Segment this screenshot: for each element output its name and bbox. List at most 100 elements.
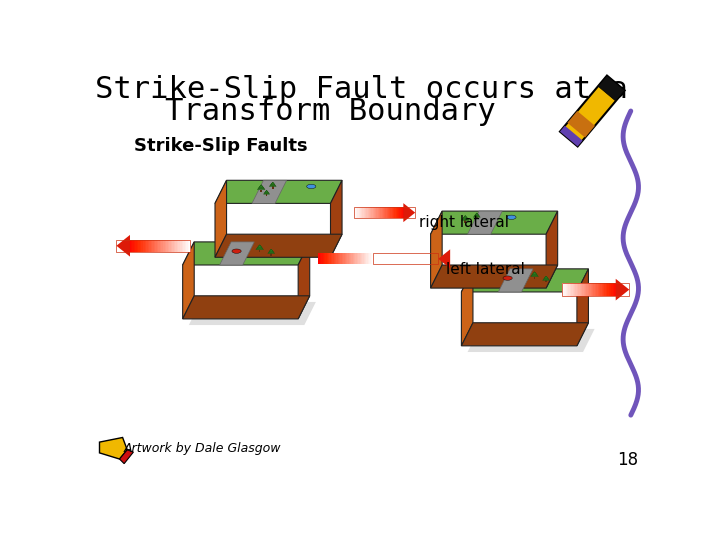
Polygon shape [531,272,537,275]
Bar [380,207,382,218]
Bar [605,284,606,296]
Bar [130,240,132,252]
Polygon shape [544,276,549,279]
Polygon shape [403,203,415,222]
Bar [330,253,332,264]
Bar [324,253,325,264]
Text: Strike-Slip Faults: Strike-Slip Faults [134,137,307,154]
Bar [361,253,362,264]
Bar [603,284,605,296]
Bar [335,253,336,264]
Polygon shape [616,279,629,300]
Bar [184,240,186,252]
Polygon shape [474,213,480,216]
Bar [369,207,371,218]
Polygon shape [462,215,469,220]
Bar [186,240,188,252]
Bar [370,207,372,218]
Bar [534,276,535,279]
Polygon shape [330,180,342,257]
Bar [365,207,366,218]
Bar [178,240,180,252]
Bar [347,253,348,264]
Polygon shape [467,211,503,234]
Bar [384,207,386,218]
Bar [383,207,384,218]
Polygon shape [269,249,274,252]
Bar [167,240,169,252]
Bar [149,240,150,252]
Bar [593,284,595,296]
Bar [388,207,390,218]
Bar [545,280,547,282]
Bar [141,240,143,252]
Text: Artwork by Dale Glasgow: Artwork by Dale Glasgow [124,442,282,455]
Bar [164,240,166,252]
Polygon shape [268,249,274,253]
Bar [359,253,361,264]
Bar [174,240,176,252]
Bar [150,240,152,252]
Bar [596,284,598,296]
Bar [395,207,396,218]
Bar [155,240,157,252]
Bar [187,240,189,252]
Bar [397,207,398,218]
Polygon shape [546,211,558,288]
Bar [385,207,387,218]
Bar [355,207,356,218]
Bar [357,207,359,218]
Bar [390,207,392,218]
Text: Strike-Slip Fault occurs at a: Strike-Slip Fault occurs at a [95,75,628,104]
Polygon shape [473,213,480,217]
Bar [259,249,261,252]
Text: 18: 18 [617,451,639,469]
Text: right lateral: right lateral [419,215,509,230]
Bar [352,253,354,264]
Polygon shape [463,215,467,218]
Ellipse shape [307,184,316,188]
Bar [129,240,131,252]
Polygon shape [215,180,227,257]
Bar [599,284,600,296]
Bar [333,253,335,264]
Bar [395,207,397,218]
Bar [390,207,391,218]
Bar [261,190,262,192]
Bar [379,207,381,218]
Bar [153,240,156,252]
Bar [350,253,351,264]
Bar [578,284,580,296]
Bar [574,284,576,296]
Bar [367,253,369,264]
Bar [321,253,323,264]
Bar [607,284,609,296]
Bar [589,284,591,296]
Polygon shape [531,272,539,276]
Bar [332,253,333,264]
Bar [135,240,137,252]
Bar [560,126,582,146]
Polygon shape [462,323,588,346]
Polygon shape [120,450,133,464]
Polygon shape [462,269,588,292]
Polygon shape [533,272,536,274]
Polygon shape [258,245,261,247]
Polygon shape [117,235,130,256]
Bar [364,253,366,264]
Bar [341,253,343,264]
Bar [613,284,615,296]
Bar [163,240,165,252]
Polygon shape [271,182,274,184]
Polygon shape [431,211,558,234]
Bar [356,253,359,264]
Bar [344,253,346,264]
Polygon shape [264,191,269,193]
Bar [133,240,135,252]
Polygon shape [438,249,450,268]
Ellipse shape [507,215,516,219]
Polygon shape [220,242,254,265]
Bar [392,207,393,218]
Bar [360,207,361,218]
Bar [272,186,274,188]
